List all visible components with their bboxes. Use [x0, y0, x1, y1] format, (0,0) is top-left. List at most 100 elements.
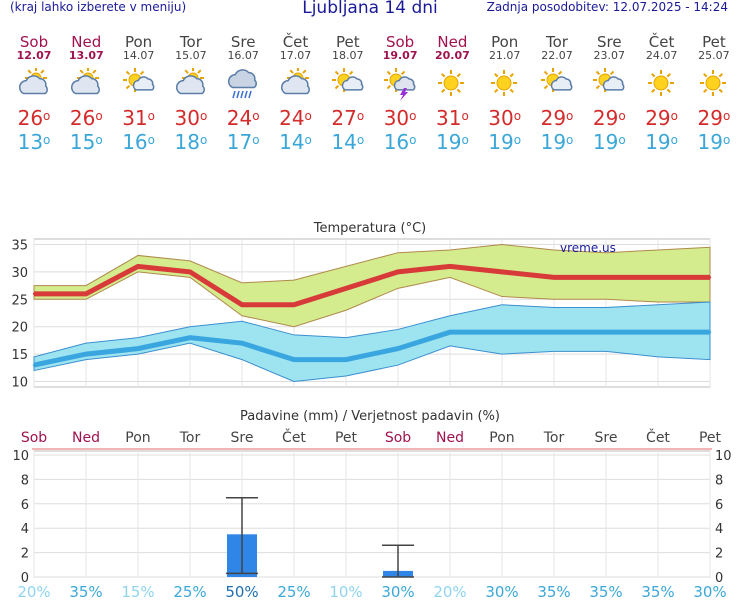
precipitation-probability: 35% [537, 583, 570, 600]
temperature-chart: Temperatura (°C) 10 15 20 25 30 35 vreme.us [11, 221, 712, 391]
min-temperature: 16o [374, 130, 426, 154]
data-point [552, 330, 556, 334]
day-column: Pon 21.07 30o 19o [479, 34, 531, 154]
x-tick-label: Pet [699, 430, 722, 446]
data-point [500, 270, 504, 274]
day-column: Sre 23.07 29o 19o [583, 34, 635, 154]
day-column: Pon 14.07 31o 16o [113, 34, 165, 154]
data-point [136, 347, 140, 350]
max-temperature-value: 26 [17, 106, 44, 130]
max-temperature: 29o [531, 106, 583, 130]
day-date: 19.07 [382, 49, 418, 62]
x-tick-label: Ned [436, 430, 464, 446]
day-name: Sob [385, 33, 415, 51]
min-temperature: 19o [583, 130, 635, 154]
degree-symbol: o [95, 133, 103, 147]
y-tick-label-right: 2 [715, 547, 723, 562]
day-date: 20.07 [434, 49, 470, 62]
partly-cloudy-icon [165, 67, 217, 102]
degree-symbol: o [513, 109, 522, 123]
max-temperature: 24o [217, 106, 269, 130]
min-temperature-value: 19 [645, 130, 671, 154]
max-temperature-value: 30 [174, 106, 200, 130]
day-date: 22.07 [541, 49, 573, 62]
data-point [604, 276, 608, 279]
min-temperature-value: 14 [279, 130, 305, 154]
precipitation-probability: 30% [381, 583, 414, 600]
degree-symbol: o [252, 109, 260, 123]
degree-symbol: o [409, 109, 417, 123]
data-point [188, 336, 192, 339]
day-name: Pon [491, 33, 519, 51]
day-date: 13.07 [68, 49, 104, 62]
y-tick-label: 10 [12, 449, 29, 464]
y-tick-label: 10 [11, 376, 28, 391]
precipitation-probability: 25% [277, 583, 310, 600]
day-date: 23.07 [593, 49, 626, 62]
day-column: Tor 22.07 29o 19o [531, 34, 583, 154]
max-temperature-value: 26 [69, 106, 96, 130]
precipitation-probability: 15% [121, 583, 154, 600]
min-temperature: 16o [113, 130, 165, 154]
y-tick-label-right: 8 [715, 473, 723, 488]
max-temperature: 26o [60, 106, 112, 130]
y-tick-label: 30 [11, 266, 28, 281]
partly-cloudy-icon [270, 67, 322, 102]
y-tick-label: 6 [21, 498, 29, 513]
day-date: 16.07 [227, 49, 259, 62]
x-tick-label: Pet [335, 430, 358, 446]
min-temperature: 14o [270, 130, 322, 154]
data-point [656, 330, 660, 334]
x-tick-label: Pon [489, 430, 514, 446]
x-tick-label: Sob [21, 430, 47, 446]
min-temperature-value: 18 [174, 130, 200, 154]
degree-symbol: o [304, 109, 312, 123]
x-tick-label: Sre [231, 430, 254, 446]
day-name: Tor [546, 33, 568, 51]
min-temperature-line [33, 329, 710, 368]
degree-symbol: o [670, 133, 678, 147]
max-temperature: 27o [322, 106, 374, 130]
y-tick-label: 15 [11, 348, 28, 363]
day-date: 18.07 [332, 49, 364, 62]
day-column: Ned 20.07 31o 19o [426, 34, 478, 154]
precipitation-probability: 20% [433, 583, 466, 600]
data-point [188, 270, 192, 274]
day-column: Pet 25.07 29o 19o [688, 34, 740, 154]
degree-symbol: o [199, 133, 208, 147]
y-tick-label: 35 [11, 238, 28, 253]
day-column: Čet 17.07 24o 14o [270, 34, 322, 154]
precipitation-probability: 30% [485, 583, 518, 600]
partly-cloudy-icon [8, 67, 60, 102]
min-temperature-value: 16 [383, 130, 410, 154]
day-date: 14.07 [122, 49, 155, 62]
precipitation-probability: 25% [173, 583, 206, 600]
degree-symbol: o [670, 109, 678, 123]
day-name: Ned [437, 33, 468, 51]
degree-symbol: o [43, 133, 51, 147]
min-temperature-value: 16 [122, 130, 148, 154]
precipitation-probability: 35% [641, 583, 674, 600]
min-temperature-value: 14 [331, 130, 357, 154]
max-temperature: 29o [583, 106, 635, 130]
thunderstorm-icon [374, 68, 426, 102]
data-point [240, 303, 244, 306]
min-temperature-value: 15 [69, 130, 96, 154]
sun-cloud-icon [583, 68, 635, 102]
day-date: 21.07 [488, 49, 521, 62]
max-temperature-line [34, 263, 710, 308]
x-tick-label: Tor [179, 430, 201, 446]
min-temperature-value: 19 [592, 130, 619, 154]
min-temperature: 18o [165, 130, 217, 154]
degree-symbol: o [722, 109, 731, 123]
data-point [136, 265, 140, 268]
max-temperature: 30o [479, 106, 531, 130]
degree-symbol: o [252, 133, 260, 147]
data-point [552, 276, 556, 279]
max-temperature: 31o [426, 106, 478, 130]
sun-icon [479, 68, 531, 102]
precipitation-chart: Padavine (mm) / Verjetnost padavin (%) So… [12, 409, 731, 600]
degree-symbol: o [566, 133, 574, 147]
plot-area [33, 450, 711, 578]
day-column: Sob 19.07 30o 16o [374, 34, 426, 154]
